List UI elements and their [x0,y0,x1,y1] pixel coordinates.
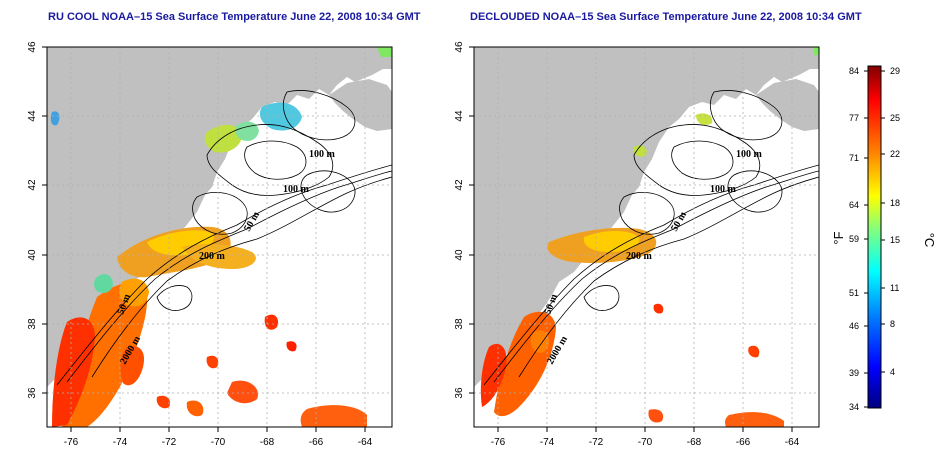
x-tick-label: -66 [309,437,324,448]
x-tick-label: -66 [736,437,751,448]
y-tick-label: 42 [454,179,465,191]
x-tick-label: -74 [113,437,128,448]
y-tick-label: 46 [27,41,38,53]
celsius-tick-labels: 29 25 22 18 15 11 8 4 [890,66,900,377]
x-tick-label: -70 [211,437,226,448]
fahrenheit-tick-label: 51 [849,288,859,298]
x-tick-label: -64 [358,437,373,448]
y-tick-label: 42 [27,179,38,191]
x-tick-label: -76 [491,437,506,448]
y-tick-label: 38 [27,318,38,330]
contour-label: 100 m [283,184,310,195]
colorbar-ticks [864,70,885,408]
fahrenheit-tick-label: 71 [849,153,859,163]
y-tick-label: 38 [454,318,465,330]
y-tick-label: 40 [454,249,465,261]
y-tick-label: 40 [27,249,38,261]
celsius-tick-label: 4 [890,367,895,377]
contour-label: 100 m [710,184,737,195]
colorbar-gradient [867,65,882,409]
left-map-panel: 100 m 100 m 50 m 200 m 50 m 2000 m -76 -… [27,41,393,448]
fahrenheit-unit-label: °F [831,231,846,244]
axis-ticks [469,46,793,432]
fahrenheit-tick-label: 77 [849,113,859,123]
map-frame [473,46,820,428]
fahrenheit-tick-label: 46 [849,321,859,331]
y-tick-label: 36 [454,387,465,399]
x-tick-label: -74 [540,437,555,448]
map-frame [46,46,393,428]
contour-label: 200 m [626,251,653,262]
x-tick-label: -64 [785,437,800,448]
celsius-tick-label: 8 [890,319,895,329]
celsius-tick-label: 15 [890,235,900,245]
contour-label: 100 m [736,149,763,160]
x-tick-labels: -76 -74 -72 -70 -68 -66 -64 [491,437,800,448]
x-tick-labels: -76 -74 -72 -70 -68 -66 -64 [64,437,373,448]
y-tick-labels: 46 44 42 40 38 36 [454,41,465,399]
celsius-unit-label: °C [922,233,937,248]
x-tick-label: -76 [64,437,79,448]
y-tick-label: 46 [454,41,465,53]
fahrenheit-tick-labels: 84 77 71 64 59 51 46 39 34 [849,66,859,412]
left-map-title: RU COOL NOAA–15 Sea Surface Temperature … [48,11,421,23]
sst-patches [480,47,819,427]
fahrenheit-tick-label: 34 [849,402,859,412]
fahrenheit-tick-label: 59 [849,234,859,244]
fahrenheit-tick-label: 64 [849,200,859,210]
contour-label: 200 m [199,251,226,262]
colorbar: 84 77 71 64 59 51 46 39 34 29 25 22 18 1… [831,65,937,412]
x-tick-label: -68 [260,437,275,448]
x-tick-label: -72 [162,437,177,448]
fahrenheit-tick-label: 84 [849,66,859,76]
right-map-title: DECLOUDED NOAA–15 Sea Surface Temperatur… [470,11,862,23]
x-tick-label: -68 [687,437,702,448]
axis-ticks [42,46,366,432]
y-tick-labels: 46 44 42 40 38 36 [27,41,38,399]
x-tick-label: -70 [638,437,653,448]
celsius-tick-label: 29 [890,66,900,76]
right-map-panel: 100 m 100 m 50 m 200 m 50 m 2000 m -76 -… [454,41,820,448]
contour-label: 100 m [309,149,336,160]
y-tick-label: 44 [454,110,465,122]
x-tick-label: -72 [589,437,604,448]
fahrenheit-tick-label: 39 [849,368,859,378]
celsius-tick-label: 11 [890,283,899,293]
y-tick-label: 44 [27,110,38,122]
celsius-tick-label: 25 [890,113,900,123]
celsius-tick-label: 22 [890,149,900,159]
y-tick-label: 36 [27,387,38,399]
celsius-tick-label: 18 [890,198,900,208]
